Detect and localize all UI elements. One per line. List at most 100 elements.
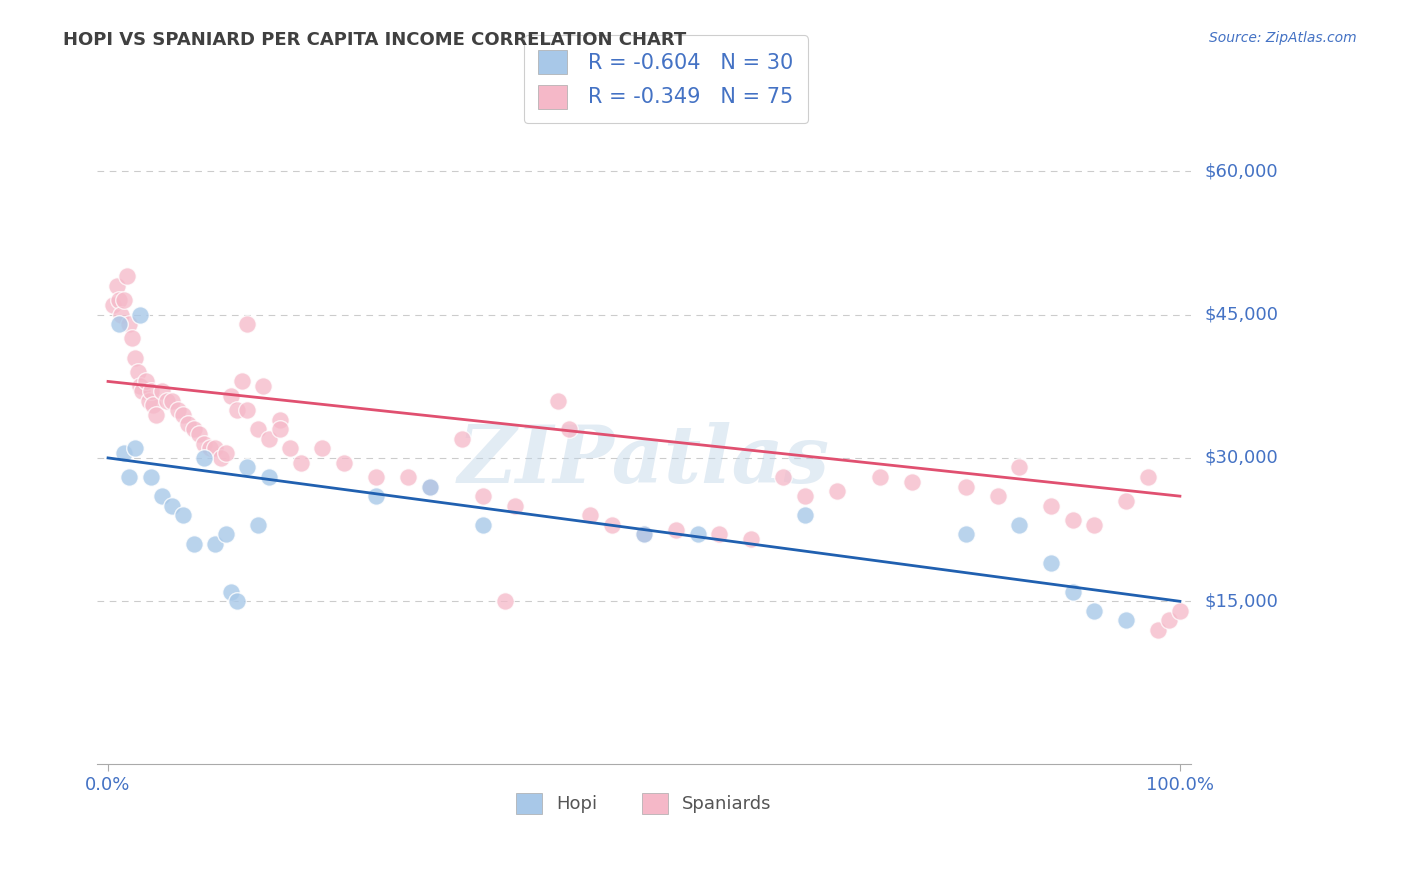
Point: [215, 446, 238, 460]
Point: [135, 375, 157, 389]
Text: ZIPatlas: ZIPatlas: [458, 422, 830, 500]
Point: [419, 480, 441, 494]
Point: [252, 379, 274, 393]
Point: [450, 432, 472, 446]
Point: [505, 499, 527, 513]
Point: [139, 470, 162, 484]
Text: $45,000: $45,000: [1205, 306, 1278, 324]
Text: Source: ZipAtlas.com: Source: ZipAtlas.com: [1209, 31, 1357, 45]
Point: [145, 408, 167, 422]
Point: [364, 489, 387, 503]
Point: [278, 442, 301, 456]
Point: [1147, 623, 1170, 637]
Point: [138, 393, 160, 408]
Point: [131, 384, 153, 398]
Point: [221, 584, 243, 599]
Point: [472, 517, 495, 532]
Point: [1062, 584, 1084, 599]
Point: [1136, 470, 1159, 484]
Point: [600, 517, 623, 532]
Point: [127, 365, 149, 379]
Point: [269, 412, 291, 426]
Point: [193, 450, 215, 465]
Point: [231, 375, 253, 389]
Text: $15,000: $15,000: [1205, 592, 1278, 610]
Point: [225, 594, 247, 608]
Point: [166, 403, 188, 417]
Point: [150, 489, 173, 503]
Point: [772, 470, 794, 484]
Point: [236, 460, 259, 475]
Point: [215, 527, 238, 541]
Point: [419, 480, 441, 494]
Point: [110, 308, 132, 322]
Point: [193, 436, 215, 450]
Point: [105, 278, 128, 293]
Point: [1159, 614, 1181, 628]
Point: [107, 317, 129, 331]
Point: [633, 527, 655, 541]
Point: [225, 403, 247, 417]
Point: [112, 293, 135, 308]
Point: [869, 470, 891, 484]
Point: [162, 393, 184, 408]
Point: [825, 484, 848, 499]
Point: [209, 450, 232, 465]
Point: [247, 422, 270, 436]
Point: [121, 331, 143, 345]
Point: [1083, 517, 1105, 532]
Point: [290, 456, 312, 470]
Point: [558, 422, 581, 436]
Point: [311, 442, 333, 456]
Point: [150, 384, 173, 398]
Point: [172, 508, 194, 523]
Point: [1083, 604, 1105, 618]
Point: [112, 446, 135, 460]
Point: [1115, 494, 1137, 508]
Point: [257, 432, 280, 446]
Text: HOPI VS SPANIARD PER CAPITA INCOME CORRELATION CHART: HOPI VS SPANIARD PER CAPITA INCOME CORRE…: [63, 31, 686, 49]
Point: [162, 499, 184, 513]
Point: [124, 351, 146, 365]
Point: [172, 408, 194, 422]
Point: [236, 403, 259, 417]
Point: [707, 527, 730, 541]
Point: [396, 470, 419, 484]
Point: [955, 480, 977, 494]
Point: [686, 527, 709, 541]
Point: [118, 470, 141, 484]
Point: [1168, 604, 1191, 618]
Point: [793, 489, 815, 503]
Point: [107, 293, 129, 308]
Point: [221, 389, 243, 403]
Point: [740, 532, 762, 546]
Point: [333, 456, 356, 470]
Point: [129, 308, 152, 322]
Point: [204, 537, 226, 551]
Legend: Hopi, Spaniards: Hopi, Spaniards: [509, 786, 779, 821]
Text: $60,000: $60,000: [1205, 162, 1278, 180]
Point: [494, 594, 516, 608]
Point: [204, 442, 226, 456]
Point: [901, 475, 924, 489]
Point: [183, 422, 205, 436]
Point: [633, 527, 655, 541]
Point: [793, 508, 815, 523]
Point: [1040, 499, 1063, 513]
Point: [987, 489, 1010, 503]
Point: [364, 470, 387, 484]
Point: [1115, 614, 1137, 628]
Point: [198, 442, 221, 456]
Point: [547, 393, 569, 408]
Point: [579, 508, 602, 523]
Point: [269, 422, 291, 436]
Point: [188, 427, 211, 442]
Point: [139, 384, 162, 398]
Point: [117, 269, 139, 284]
Point: [1040, 556, 1063, 570]
Point: [118, 317, 141, 331]
Point: [1062, 513, 1084, 527]
Point: [955, 527, 977, 541]
Point: [183, 537, 205, 551]
Point: [129, 379, 152, 393]
